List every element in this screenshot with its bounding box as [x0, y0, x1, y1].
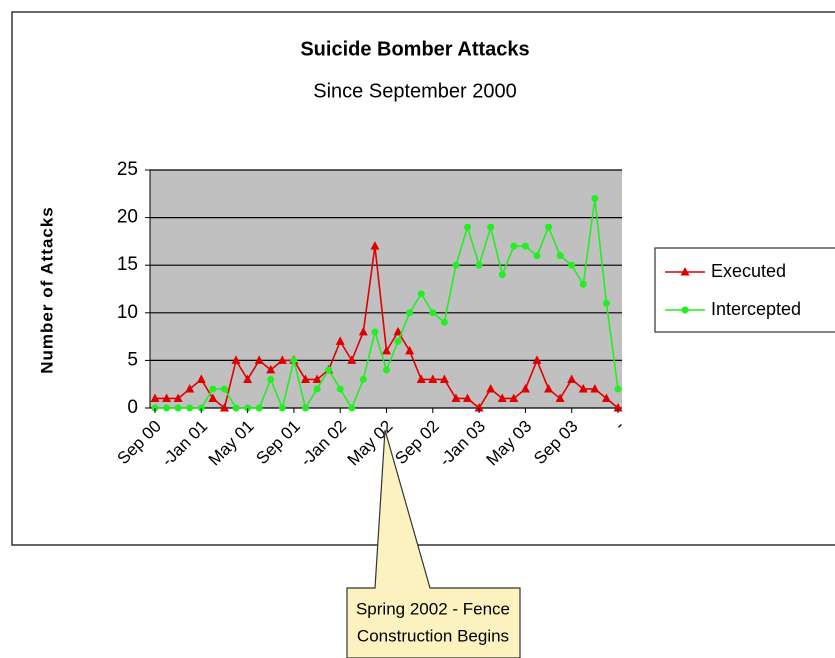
marker	[464, 223, 472, 231]
y-axis-label: Number of Attacks	[37, 206, 56, 374]
marker	[601, 393, 611, 402]
y-tick-label: 5	[127, 349, 138, 370]
marker	[266, 364, 276, 374]
marker	[370, 241, 380, 250]
marker	[451, 393, 461, 402]
marker	[510, 242, 518, 250]
marker	[347, 355, 357, 364]
marker	[590, 383, 600, 393]
marker	[325, 366, 333, 374]
marker	[348, 404, 356, 412]
marker	[533, 252, 541, 260]
legend	[654, 247, 835, 333]
marker	[681, 306, 689, 314]
marker	[231, 355, 241, 364]
marker	[173, 393, 183, 402]
marker	[359, 375, 367, 383]
marker	[475, 261, 483, 269]
marker	[463, 393, 473, 402]
chart-title: Suicide Bomber Attacks	[300, 38, 529, 60]
marker	[452, 261, 460, 269]
marker	[498, 271, 506, 279]
marker	[555, 393, 565, 402]
marker	[243, 374, 253, 383]
marker	[417, 290, 425, 298]
legend-entries: Executed Intercepted	[665, 261, 801, 319]
marker	[163, 404, 171, 412]
marker	[613, 403, 623, 412]
marker	[568, 261, 576, 269]
marker	[162, 393, 172, 402]
marker	[545, 223, 553, 231]
marker	[174, 404, 182, 412]
callout-text: Construction Begins	[357, 626, 509, 645]
marker	[486, 383, 496, 393]
marker	[405, 345, 415, 355]
marker	[300, 374, 310, 383]
marker	[544, 383, 554, 393]
marker	[509, 393, 519, 402]
marker	[186, 404, 194, 412]
marker	[254, 355, 264, 364]
callout	[346, 429, 521, 658]
legend-label: Executed	[711, 261, 786, 281]
callout-text: Spring 2002 - Fence	[356, 599, 510, 618]
marker	[383, 366, 390, 374]
marker	[277, 355, 287, 364]
marker	[428, 374, 438, 383]
marker	[196, 374, 206, 383]
marker	[185, 383, 195, 393]
y-tick-label: 0	[127, 397, 138, 418]
marker	[301, 404, 309, 412]
marker	[487, 223, 495, 231]
marker	[578, 383, 588, 393]
y-tick-label: 10	[117, 302, 138, 323]
marker	[416, 374, 426, 383]
marker	[150, 393, 160, 402]
marker	[232, 404, 240, 412]
marker	[371, 328, 379, 336]
marker	[209, 385, 217, 393]
marker	[336, 385, 344, 393]
marker	[567, 374, 577, 383]
marker	[591, 195, 599, 203]
marker	[680, 267, 690, 276]
marker	[556, 252, 564, 260]
marker	[602, 299, 610, 307]
marker	[267, 375, 275, 383]
marker	[358, 326, 368, 336]
marker	[521, 242, 529, 250]
marker	[290, 356, 298, 364]
marker	[520, 383, 530, 393]
marker	[382, 345, 391, 355]
marker	[220, 385, 228, 393]
marker	[335, 336, 345, 345]
legend-label: Intercepted	[711, 299, 801, 319]
marker	[406, 309, 414, 317]
marker	[312, 374, 322, 383]
marker	[255, 404, 263, 412]
marker	[614, 385, 622, 393]
marker	[429, 309, 437, 317]
marker	[474, 403, 484, 412]
series	[150, 195, 623, 412]
y-tick-label: 20	[117, 207, 138, 228]
grid: 0 5 10 15 20 25	[117, 159, 622, 418]
marker	[579, 280, 587, 288]
marker	[440, 318, 448, 326]
marker	[393, 326, 403, 336]
marker	[394, 337, 402, 345]
marker	[313, 385, 321, 393]
marker	[439, 374, 449, 383]
chart-subtitle: Since September 2000	[313, 80, 516, 102]
marker	[219, 403, 229, 412]
marker	[278, 404, 286, 412]
marker	[497, 393, 507, 402]
y-tick-label: 15	[117, 254, 138, 275]
marker	[532, 355, 542, 364]
marker	[208, 393, 218, 402]
y-tick-label: 25	[117, 159, 138, 180]
